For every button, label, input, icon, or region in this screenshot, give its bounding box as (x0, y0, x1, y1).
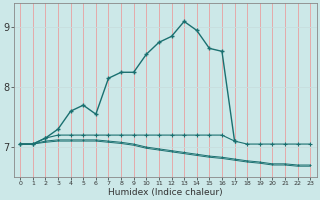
X-axis label: Humidex (Indice chaleur): Humidex (Indice chaleur) (108, 188, 222, 197)
